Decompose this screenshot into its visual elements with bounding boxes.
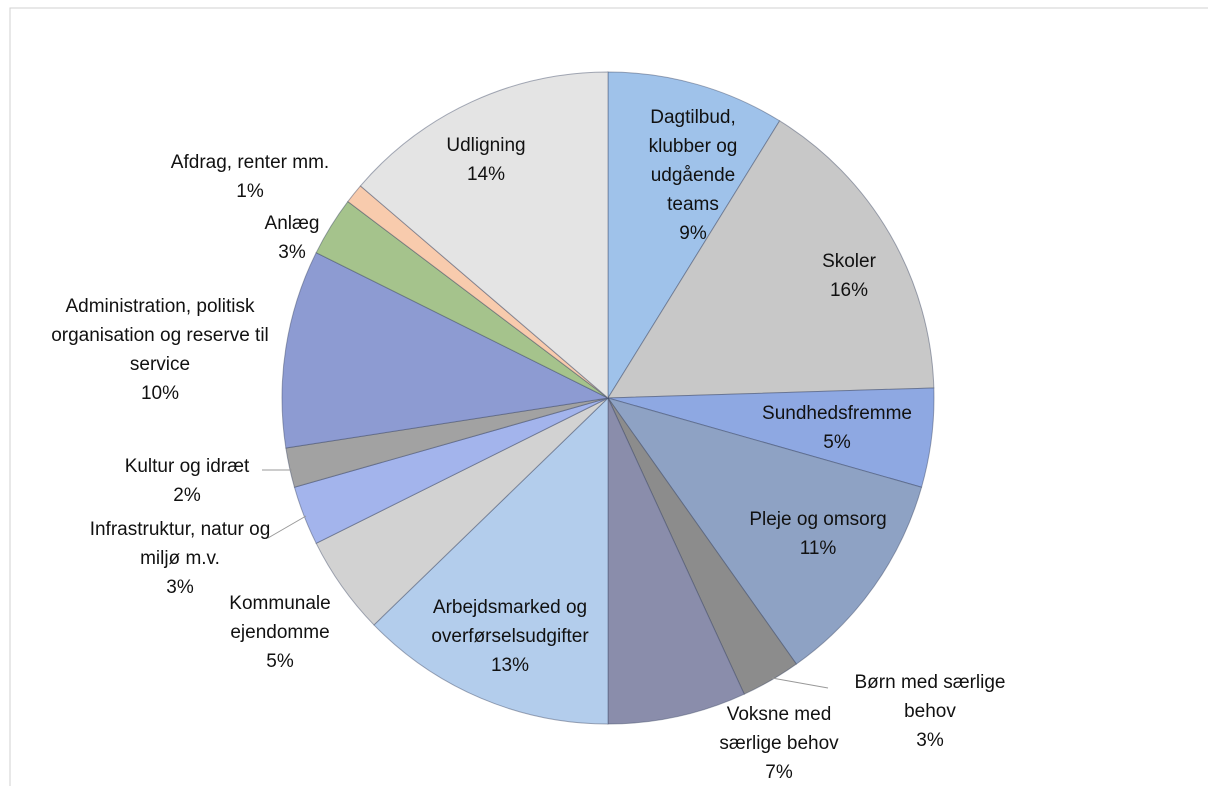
slice-label: Dagtilbud, klubber og udgående teams 9% (626, 103, 761, 248)
slice-name: Kommunale ejendomme (229, 593, 331, 643)
slice-value: 5% (823, 432, 851, 453)
pie-slice (606, 397, 923, 665)
slice-name: Skoler (822, 251, 876, 272)
slice-label: Infrastruktur, natur og miljø m.v. 3% (80, 515, 280, 602)
pie-slice (607, 397, 798, 695)
slice-label: Voksne med særlige behov 7% (709, 700, 849, 786)
slice-value: 14% (466, 164, 506, 185)
slice-value: 16% (829, 280, 869, 301)
pie-slice (347, 185, 609, 399)
leader-line (771, 677, 829, 689)
slice-value: 3% (278, 242, 306, 263)
leader-line (267, 515, 307, 539)
slice-label: Administration, politisk organisation og… (25, 292, 295, 408)
pie-slice (607, 387, 935, 488)
slice-label: Pleje og omsorg 11% (723, 505, 913, 563)
slice-label: Arbejdsmarked og overførselsudgifter 13% (395, 593, 625, 680)
slice-label: Anlæg 3% (242, 209, 342, 267)
pie-slice (293, 397, 609, 544)
slice-value: 11% (799, 538, 837, 559)
slice-value: 9% (679, 223, 707, 244)
slice-name: Arbejdsmarked og overførselsudgifter (431, 597, 589, 647)
slice-label: Sundhedsfremme 5% (742, 399, 932, 457)
slice-name: Afdrag, renter mm. (170, 152, 330, 173)
pie-slice (285, 397, 609, 488)
slice-name: Kultur og idræt (124, 456, 250, 477)
pie-slice (315, 200, 609, 399)
slice-name: Udligning (446, 135, 526, 156)
slice-name: Administration, politisk organisation og… (51, 296, 269, 375)
slice-value: 10% (140, 383, 180, 404)
slice-label: Skoler 16% (799, 247, 899, 305)
slice-value: 2% (173, 485, 201, 506)
slice-label: Kultur og idræt 2% (102, 452, 272, 510)
slice-name: Sundhedsfremme (762, 403, 912, 424)
slice-value: 5% (266, 651, 294, 672)
slice-label: Udligning 14% (426, 131, 546, 189)
pie-slice (607, 120, 935, 399)
slice-label: Børn med særlige behov 3% (830, 668, 1030, 755)
slice-name: Anlæg (264, 213, 320, 234)
slice-value: 3% (916, 730, 944, 751)
slice-value: 13% (490, 655, 530, 676)
slice-label: Afdrag, renter mm. 1% (150, 148, 350, 206)
slice-name: Dagtilbud, klubber og udgående teams (648, 107, 738, 215)
slice-name: Infrastruktur, natur og miljø m.v. (89, 519, 271, 569)
slice-value: 3% (166, 577, 194, 598)
slice-value: 1% (236, 181, 264, 202)
pie-slice (607, 71, 781, 400)
slice-name: Børn med særlige behov (854, 672, 1006, 722)
pie-slice (607, 397, 745, 725)
slice-name: Voksne med særlige behov (719, 704, 839, 754)
slice-label: Kommunale ejendomme 5% (215, 589, 345, 676)
pie-slice (373, 396, 609, 725)
pie-slice (315, 397, 609, 626)
slice-name: Pleje og omsorg (749, 509, 887, 530)
pie-slice (359, 71, 609, 400)
slice-value: 7% (765, 762, 793, 783)
pie-slice (281, 252, 610, 449)
